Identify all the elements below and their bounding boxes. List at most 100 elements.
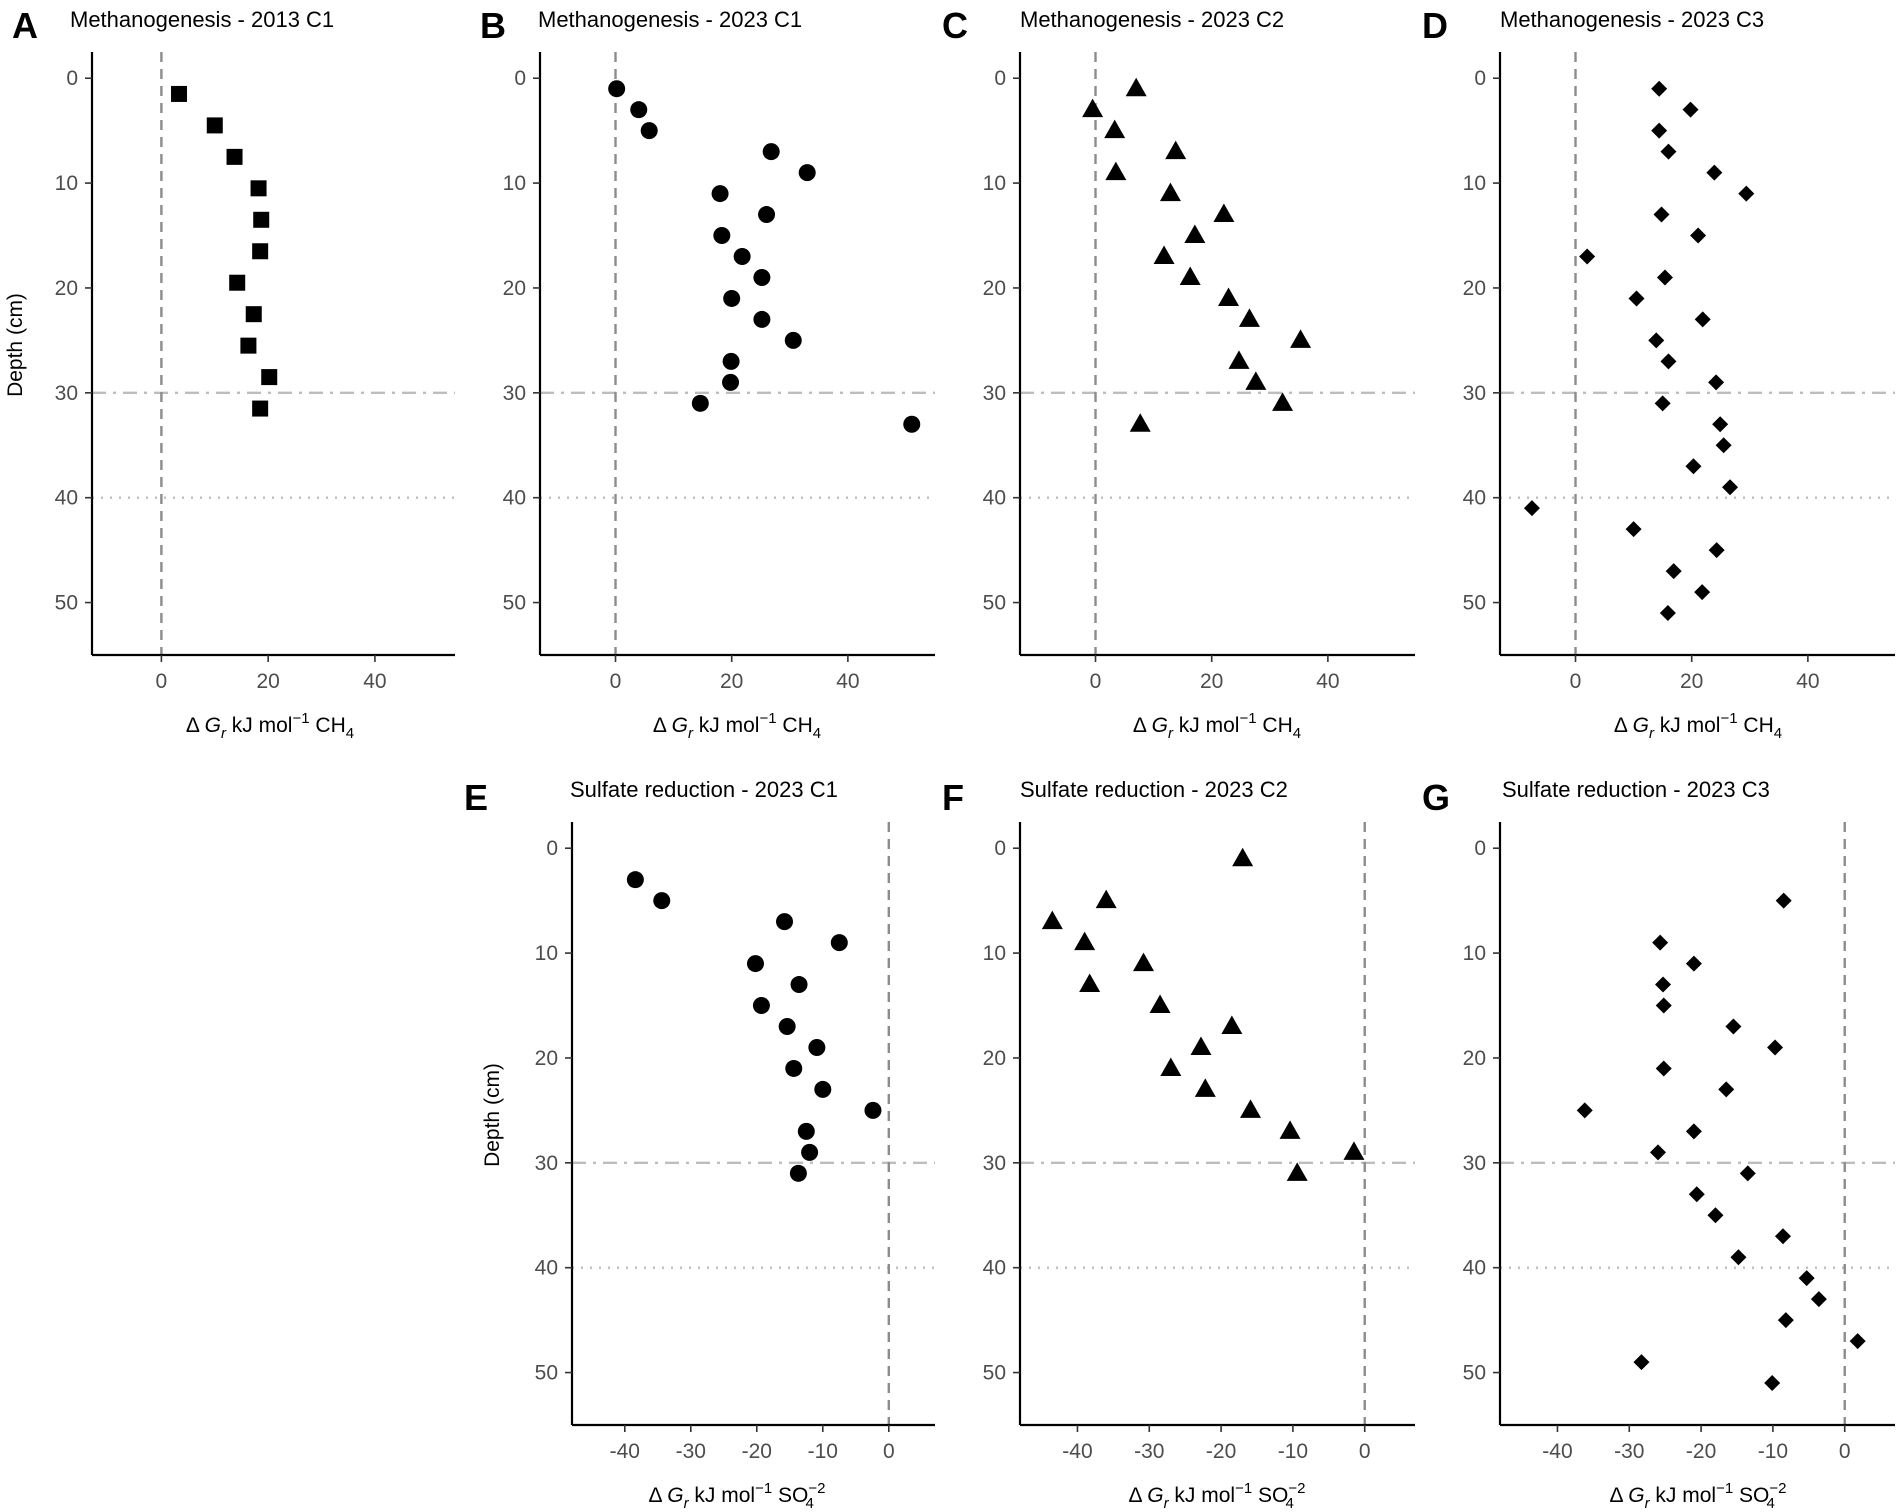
data-point-g — [1655, 976, 1672, 993]
data-point-d — [1682, 101, 1699, 118]
y-tick-label-d: 0 — [1474, 67, 1486, 90]
data-point-f — [1343, 1141, 1365, 1160]
data-point-d — [1579, 248, 1596, 265]
y-tick-label-c: 10 — [983, 172, 1006, 195]
data-point-d — [1715, 437, 1732, 454]
data-point-f — [1240, 1099, 1262, 1118]
data-point-d — [1694, 584, 1711, 601]
data-point-a — [252, 243, 269, 260]
y-tick-label-e: 50 — [535, 1362, 558, 1385]
data-point-a — [229, 274, 246, 291]
y-tick-label-e: 0 — [546, 837, 558, 860]
y-tick-label-a: 50 — [55, 592, 78, 615]
data-point-a — [250, 180, 267, 197]
y-tick-label-b: 50 — [503, 592, 526, 615]
data-point-e — [653, 892, 671, 910]
x-tick-label-d: 0 — [1570, 670, 1582, 693]
data-point-c — [1272, 392, 1294, 411]
x-tick-label-g: -20 — [1686, 1440, 1716, 1463]
data-point-f — [1279, 1120, 1301, 1139]
plot-panels: 0 10 20 30 40 50 0 20 40 0 10 20 30 40 50 0 20 40 0 10 20 30 4… — [55, 52, 1895, 1463]
data-point-d — [1523, 500, 1540, 517]
y-tick-label-f: 20 — [983, 1047, 1006, 1070]
x-axis-title-a: Δ Gr kJ mol−1 CH4 — [186, 710, 354, 742]
panel-title-e: Sulfate reduction - 2023 C1 — [570, 777, 838, 802]
x-axis-title-f: Δ Gr kJ mol−1 SO−2 4 — [1129, 1480, 1306, 1512]
data-point-g — [1688, 1186, 1705, 1203]
data-point-c — [1125, 77, 1147, 97]
data-point-b — [753, 268, 771, 286]
y-tick-label-c: 30 — [983, 382, 1006, 405]
data-point-d — [1706, 164, 1723, 181]
data-point-d — [1651, 80, 1668, 97]
y-tick-label-g: 30 — [1463, 1152, 1486, 1175]
y-tick-label-b: 40 — [503, 487, 526, 510]
plot-panel-d: 0 10 20 30 40 50 0 20 40 — [1463, 52, 1895, 693]
data-point-g — [1655, 997, 1672, 1014]
x-tick-label-d: 40 — [1796, 670, 1819, 693]
data-point-c — [1179, 266, 1201, 285]
data-point-f — [1074, 931, 1096, 951]
panel-letter-g: G — [1422, 777, 1450, 818]
data-point-e — [752, 997, 770, 1015]
x-tick-label-c: 20 — [1200, 670, 1223, 693]
panel-letter-f: F — [942, 777, 964, 818]
data-point-g — [1685, 1123, 1702, 1140]
data-point-d — [1665, 563, 1682, 580]
x-tick-label-f: -20 — [1206, 1440, 1236, 1463]
x-axis-title-e: Δ Gr kJ mol−1 SO−2 4 — [649, 1480, 826, 1512]
data-point-d — [1659, 605, 1676, 622]
y-tick-label-d: 50 — [1463, 592, 1486, 615]
data-point-a — [171, 85, 188, 102]
data-point-c — [1082, 98, 1104, 118]
panel-letter-c: C — [942, 5, 968, 46]
data-point-f — [1133, 952, 1155, 972]
panel-title-a: Methanogenesis - 2013 C1 — [70, 7, 334, 32]
x-tick-label-e: -20 — [742, 1440, 772, 1463]
y-tick-label-e: 10 — [535, 942, 558, 965]
data-point-g — [1725, 1018, 1742, 1035]
panel-title-d: Methanogenesis - 2023 C3 — [1500, 7, 1764, 32]
y-tick-label-e: 20 — [535, 1047, 558, 1070]
data-point-d — [1625, 521, 1642, 538]
y-tick-label-d: 20 — [1463, 277, 1486, 300]
data-point-b — [722, 352, 740, 370]
data-point-f — [1190, 1036, 1212, 1055]
data-point-d — [1694, 311, 1711, 328]
data-point-c — [1290, 329, 1312, 348]
x-tick-label-f: -30 — [1134, 1440, 1164, 1463]
data-point-c — [1228, 350, 1250, 369]
data-point-c — [1245, 371, 1267, 390]
x-axis-title-d: Δ Gr kJ mol−1 CH4 — [1614, 710, 1782, 742]
panel-letter-b: B — [480, 5, 506, 46]
data-point-e — [797, 1122, 815, 1140]
x-tick-label-f: 0 — [1359, 1440, 1371, 1463]
data-point-g — [1718, 1081, 1735, 1098]
y-tick-label-f: 30 — [983, 1152, 1006, 1175]
x-tick-label-g: -40 — [1542, 1440, 1572, 1463]
data-point-g — [1798, 1270, 1815, 1287]
y-tick-label-a: 20 — [55, 277, 78, 300]
data-point-g — [1849, 1333, 1866, 1350]
x-tick-label-a: 40 — [363, 670, 386, 693]
y-tick-label-g: 20 — [1463, 1047, 1486, 1070]
data-point-f — [1194, 1078, 1216, 1097]
x-tick-label-b: 20 — [720, 670, 743, 693]
data-point-g — [1775, 892, 1792, 909]
data-point-e — [814, 1080, 832, 1098]
x-axis-title-g: Δ Gr kJ mol−1 SO−2 4 — [1610, 1480, 1787, 1512]
data-point-e — [789, 1164, 807, 1182]
data-point-d — [1738, 185, 1755, 202]
data-point-f — [1079, 973, 1101, 993]
y-tick-label-f: 50 — [983, 1362, 1006, 1385]
panel-letter-e: E — [464, 777, 488, 818]
y-tick-label-f: 10 — [983, 942, 1006, 965]
data-point-c — [1165, 140, 1187, 160]
data-point-e — [830, 934, 848, 952]
y-tick-label-f: 40 — [983, 1257, 1006, 1280]
y-tick-label-a: 10 — [55, 172, 78, 195]
data-point-g — [1576, 1102, 1593, 1119]
data-point-g — [1633, 1354, 1650, 1371]
data-point-e — [778, 1017, 796, 1035]
